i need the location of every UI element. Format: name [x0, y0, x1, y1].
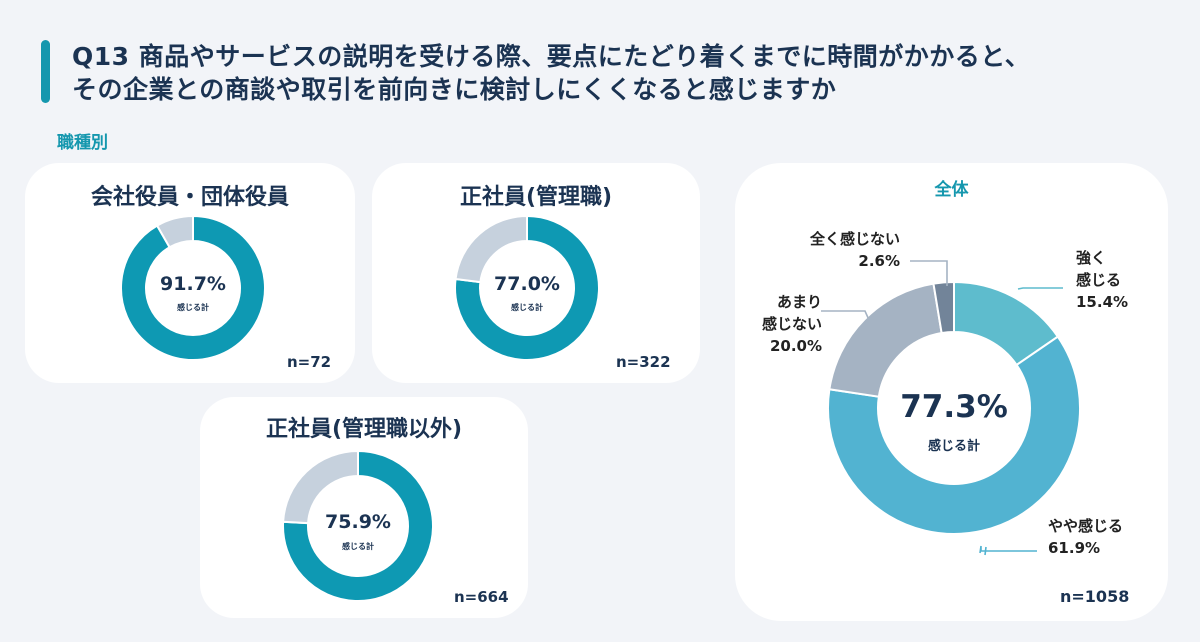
slice-label-not-at-all: 全く感じない 2.6% [809, 230, 900, 270]
donut-chart [454, 214, 600, 361]
donut-segment [827, 335, 1081, 535]
donut-segment [932, 280, 955, 335]
overall-center-value: 77.3% [900, 389, 1008, 425]
title-accent-bar [41, 40, 50, 103]
page-title: Q13 商品やサービスの説明を受ける際、要点にたどり着くまでに時間がかかると、 … [72, 40, 1030, 106]
section-label-by-occupation: 職種別 [57, 133, 108, 153]
slice-label-strong: 強く 感じる 15.4% [1076, 249, 1129, 311]
card-executives: 会社役員・団体役員 91.7% 感じる計 n=72 [25, 163, 355, 383]
card-title: 全体 [934, 180, 969, 200]
card-overall: 全体 強く 感じる 15.4% やや感じる 61.9% あまり 感じない 20.… [735, 163, 1168, 621]
sample-size: n=664 [454, 588, 509, 606]
center-value: 91.7% [160, 273, 226, 295]
card-managers: 正社員(管理職) 77.0% 感じる計 n=322 [372, 163, 700, 383]
center-subtitle: 感じる計 [342, 542, 374, 551]
donut-segment [454, 214, 600, 361]
center-value: 77.0% [494, 273, 560, 295]
card-non-managers: 正社員(管理職以外) 75.9% 感じる計 n=664 [200, 397, 528, 618]
donut-segment [282, 449, 434, 602]
donut-segment [454, 214, 528, 284]
title-line-1: Q13 商品やサービスの説明を受ける際、要点にたどり着くまでに時間がかかると、 [72, 42, 1031, 71]
leader-lines [821, 260, 1063, 556]
overall-donut-chart [827, 280, 1081, 535]
card-title: 正社員(管理職) [459, 185, 613, 210]
card-title: 会社役員・団体役員 [90, 185, 289, 210]
donut-chart [282, 449, 434, 602]
center-subtitle: 感じる計 [177, 303, 209, 312]
overall-center-subtitle: 感じる計 [927, 439, 980, 454]
sample-size: n=322 [616, 353, 671, 371]
overall-sample-size: n=1058 [1060, 587, 1130, 606]
donut-segment [282, 449, 359, 525]
sample-size: n=72 [287, 353, 332, 371]
donut-segment [120, 214, 266, 361]
card-title: 正社員(管理職以外) [265, 417, 463, 442]
slice-label-somewhat: やや感じる 61.9% [1048, 517, 1124, 557]
slice-label-not-much: あまり 感じない 20.0% [761, 293, 822, 355]
title-line-2: その企業との商談や取引を前向きに検討しにくくなると感じますか [72, 75, 837, 104]
donut-chart [120, 214, 266, 361]
center-subtitle: 感じる計 [511, 303, 543, 312]
center-value: 75.9% [325, 511, 391, 533]
donut-segment [155, 214, 194, 249]
